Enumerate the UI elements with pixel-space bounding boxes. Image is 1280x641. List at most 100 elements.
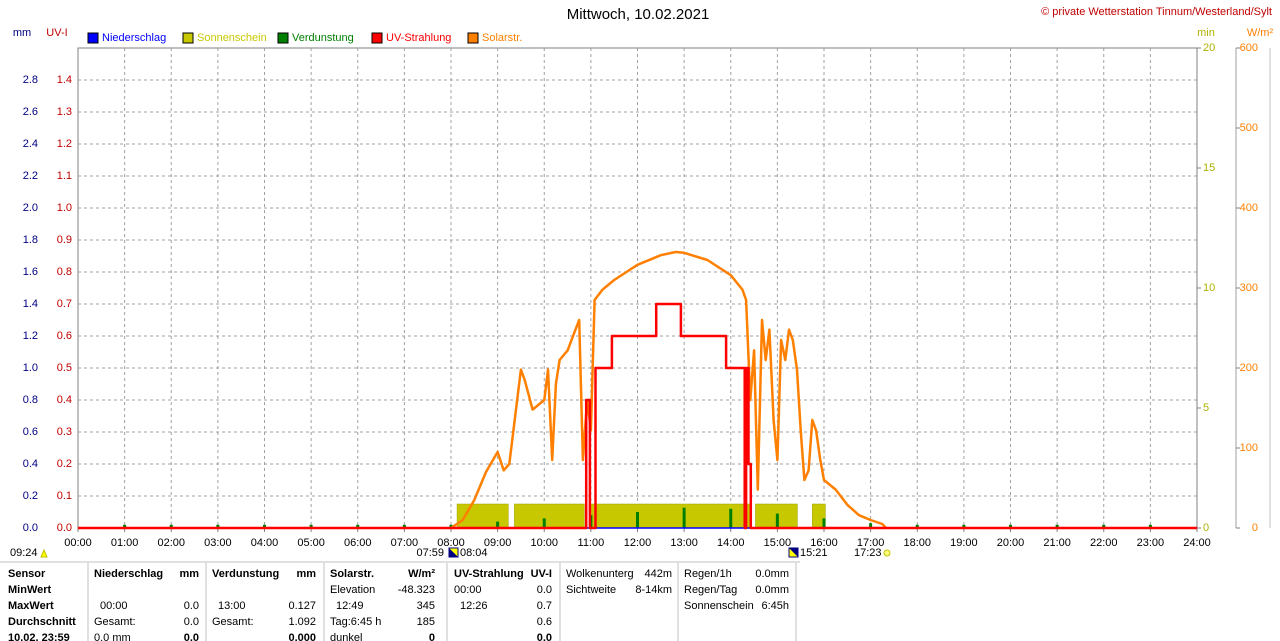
table-cell: 10.02. 23:59 bbox=[8, 632, 70, 641]
table-cell: mm bbox=[296, 568, 316, 580]
sun-time-label: 08:04 bbox=[460, 547, 488, 559]
y-tick-label: 0.8 bbox=[23, 394, 38, 406]
x-tick-label: 18:00 bbox=[903, 537, 931, 549]
table-cell: 0.0 bbox=[184, 600, 199, 612]
x-tick-label: 00:00 bbox=[64, 537, 92, 549]
y-tick-label: 1.8 bbox=[23, 234, 38, 246]
y-tick-label: 2.2 bbox=[23, 170, 38, 182]
y3-tick-label: 0 bbox=[1203, 522, 1209, 534]
y4-axis-label: W/m² bbox=[1247, 27, 1274, 39]
sun-time-label: 15:21 bbox=[800, 547, 828, 559]
table-cell: 0.0 bbox=[184, 632, 199, 641]
x-tick-label: 11:00 bbox=[578, 537, 605, 549]
y4-tick-label: 600 bbox=[1240, 42, 1258, 54]
x-tick-label: 04:00 bbox=[251, 537, 279, 549]
sun-icon bbox=[789, 548, 798, 557]
table-cell: dunkel bbox=[330, 632, 362, 641]
y2-tick-label: 0.3 bbox=[57, 426, 72, 438]
legend-label: Solarstr. bbox=[482, 32, 522, 44]
y2-tick-label: 0.4 bbox=[57, 394, 72, 406]
legend-swatch bbox=[467, 32, 479, 44]
y-tick-label: 1.6 bbox=[23, 266, 38, 278]
x-tick-label: 22:00 bbox=[1090, 537, 1118, 549]
sun-icon bbox=[449, 548, 458, 557]
legend-swatch bbox=[182, 32, 194, 44]
table-cell: 8-14km bbox=[635, 584, 672, 596]
table-cell: 12:26 bbox=[460, 600, 488, 612]
x-tick-label: 10:00 bbox=[530, 537, 558, 549]
y2-tick-label: 0.5 bbox=[57, 362, 72, 374]
y2-tick-label: 0.6 bbox=[57, 330, 72, 342]
table-cell: 442m bbox=[644, 568, 672, 580]
table-cell: Solarstr. bbox=[330, 568, 374, 580]
table-cell: W/m² bbox=[408, 568, 435, 580]
y3-tick-label: 15 bbox=[1203, 162, 1215, 174]
table-cell: 00:00 bbox=[100, 600, 128, 612]
x-tick-label: 01:00 bbox=[111, 537, 139, 549]
x-tick-label: 06:00 bbox=[344, 537, 372, 549]
chart-title: Mittwoch, 10.02.2021 bbox=[567, 6, 710, 23]
table-cell: 0.0 bbox=[537, 632, 552, 641]
y3-axis-label: min bbox=[1197, 27, 1215, 39]
y2-tick-label: 1.0 bbox=[57, 202, 72, 214]
y-axis-label: mm bbox=[13, 27, 31, 39]
y3-tick-label: 20 bbox=[1203, 42, 1215, 54]
y3-tick-label: 5 bbox=[1203, 402, 1209, 414]
y4-tick-label: 400 bbox=[1240, 202, 1258, 214]
table-cell: 13:00 bbox=[218, 600, 246, 612]
table-cell: MinWert bbox=[8, 584, 52, 596]
table-cell: Durchschnitt bbox=[8, 616, 76, 628]
table-cell: -48.323 bbox=[398, 584, 435, 596]
y4-tick-label: 300 bbox=[1240, 282, 1258, 294]
x-tick-label: 19:00 bbox=[950, 537, 978, 549]
table-cell: 0.000 bbox=[288, 632, 316, 641]
x-tick-label: 23:00 bbox=[1137, 537, 1165, 549]
table-cell: Sonnenschein bbox=[684, 600, 754, 612]
y2-tick-label: 0.2 bbox=[57, 458, 72, 470]
y4-tick-label: 0 bbox=[1252, 522, 1258, 534]
y2-tick-label: 0.0 bbox=[57, 522, 72, 534]
y3-tick-label: 10 bbox=[1203, 282, 1215, 294]
table-cell: 185 bbox=[417, 616, 435, 628]
table-cell: UV-Strahlung bbox=[454, 568, 524, 580]
y-tick-label: 2.4 bbox=[23, 138, 38, 150]
sunshine-bar bbox=[514, 503, 585, 529]
legend-label: UV-Strahlung bbox=[386, 32, 451, 44]
x-tick-label: 07:00 bbox=[391, 537, 419, 549]
table-cell: Elevation bbox=[330, 584, 375, 596]
sun-time-label: 07:59 bbox=[416, 547, 444, 559]
y-tick-label: 0.2 bbox=[23, 490, 38, 502]
x-tick-label: 16:00 bbox=[810, 537, 838, 549]
y2-tick-label: 0.9 bbox=[57, 234, 72, 246]
y-tick-label: 1.2 bbox=[23, 330, 38, 342]
table-cell: Niederschlag bbox=[94, 568, 163, 580]
sun-time-label: 17:23 bbox=[854, 547, 882, 559]
table-cell: Regen/Tag bbox=[684, 584, 737, 596]
table-cell: Gesamt: bbox=[212, 616, 254, 628]
table-cell: Wolkenunterg bbox=[566, 568, 634, 580]
table-cell: MaxWert bbox=[8, 600, 54, 612]
y2-tick-label: 0.1 bbox=[57, 490, 72, 502]
y2-tick-label: 0.8 bbox=[57, 266, 72, 278]
x-tick-label: 05:00 bbox=[297, 537, 325, 549]
sun-icon bbox=[40, 548, 48, 558]
series-line bbox=[78, 302, 1197, 530]
table-cell: 0.0mm bbox=[755, 584, 789, 596]
y2-tick-label: 1.2 bbox=[57, 138, 72, 150]
y-tick-label: 1.4 bbox=[23, 298, 38, 310]
sunshine-bar bbox=[589, 503, 751, 529]
y2-tick-label: 1.1 bbox=[57, 170, 72, 182]
y4-tick-label: 500 bbox=[1240, 122, 1258, 134]
sun-time-label: 09:24 bbox=[10, 547, 38, 559]
y2-tick-label: 1.3 bbox=[57, 106, 72, 118]
y2-axis-label: UV-I bbox=[46, 27, 67, 39]
y-tick-label: 2.6 bbox=[23, 106, 38, 118]
x-tick-label: 03:00 bbox=[204, 537, 232, 549]
table-cell: UV-I bbox=[531, 568, 552, 580]
table-cell: Sichtweite bbox=[566, 584, 616, 596]
table-cell: 0.127 bbox=[288, 600, 316, 612]
table-cell: 1.092 bbox=[288, 616, 316, 628]
legend-swatch bbox=[277, 32, 289, 44]
table-cell: 0.0 bbox=[537, 584, 552, 596]
legend-label: Verdunstung bbox=[292, 32, 354, 44]
